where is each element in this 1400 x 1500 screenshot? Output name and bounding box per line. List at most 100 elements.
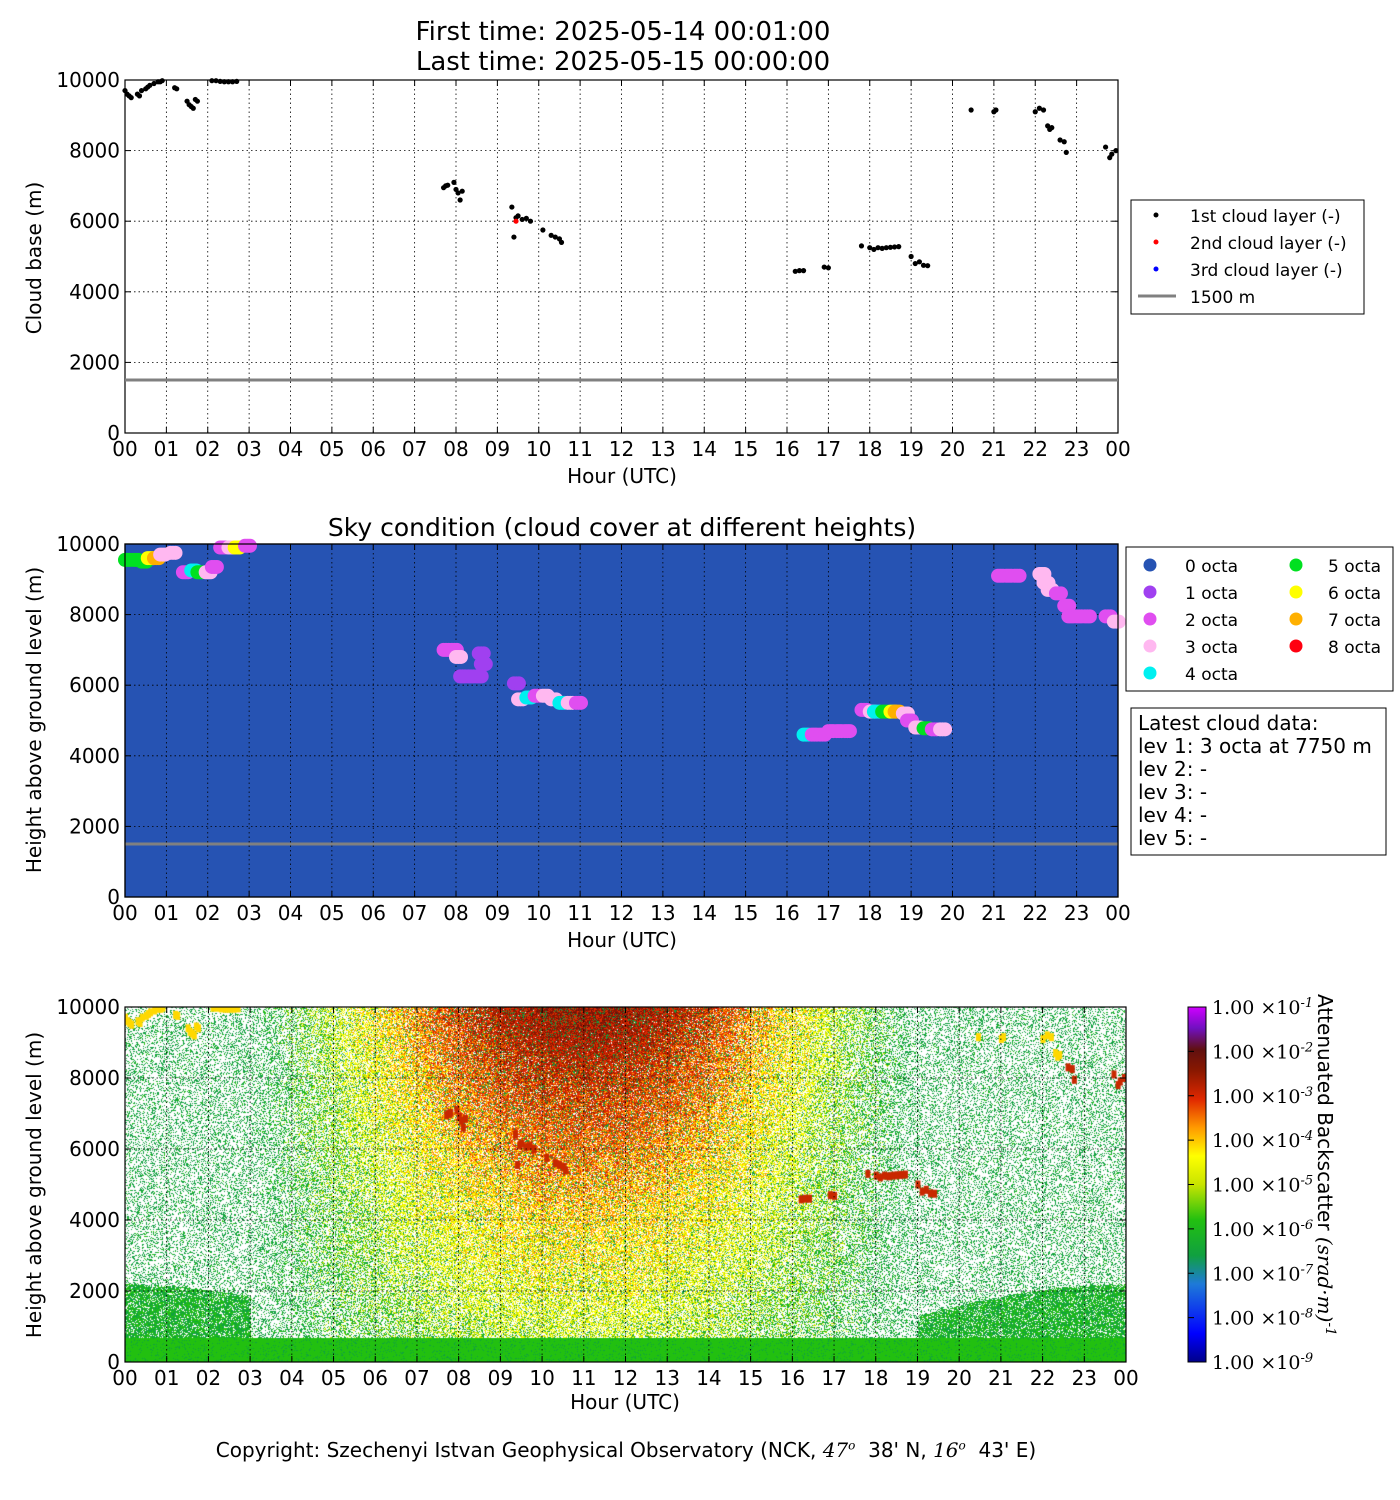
cloud-point-layer1 (540, 227, 546, 233)
sky-point-octa2 (1053, 586, 1068, 601)
last-time-label: Last time: 2025-05-15 00:00:00 (415, 47, 831, 77)
x-tick-label: 03 (236, 901, 261, 925)
cloud-legend: 1st cloud layer (-) 2nd cloud layer (-) … (1130, 199, 1365, 315)
cloud-point-layer1 (825, 265, 831, 271)
cloud-point-layer1 (511, 234, 517, 240)
cloud-point-layer1 (1113, 148, 1119, 154)
grid (124, 543, 1119, 898)
latest-cloud-box: Latest cloud data: lev 1: 3 octa at 7750… (1130, 707, 1387, 856)
x-tick-label: 18 (857, 437, 882, 461)
colorbar-tick-labels: 1.00 ×10-9 1.00 ×10-8 1.00 ×10-7 1.00 ×10-6… (1188, 996, 1314, 1375)
x-tick-label: 23 (1064, 901, 1089, 925)
cloud-point-layer1 (548, 232, 554, 238)
x-tick-label: 07 (404, 1366, 429, 1390)
cloud-point-layer1 (174, 86, 180, 92)
cloud-point-layer1 (221, 79, 227, 85)
sky-point-octa3 (1111, 614, 1126, 629)
y-tick-label: 10000 (56, 532, 120, 556)
sky-condition-chart: Sky condition (cloud cover at different … (22, 513, 1394, 952)
y-axis-label: Height above ground level (m) (22, 1032, 46, 1338)
x-tick-label: 00 (112, 901, 137, 925)
y-tick-label: 4000 (69, 744, 120, 768)
colorbar-tick-label: 1.00 ×10-3 (1212, 1084, 1313, 1108)
cloud-point-layer1 (457, 197, 463, 203)
colorbar-tick-label: 1.00 ×10-5 (1212, 1173, 1313, 1197)
x-tick-label: 21 (988, 1366, 1013, 1390)
x-tick-label: 22 (1030, 1366, 1055, 1390)
x-tick-label: 22 (1023, 437, 1048, 461)
cloud-point-layer1 (875, 245, 881, 251)
x-tick-label: 12 (609, 901, 634, 925)
cloud-point-layer1 (908, 253, 914, 260)
x-tick-label: 06 (361, 901, 386, 925)
colorbar-tick-label: 1.00 ×10-2 (1212, 1040, 1313, 1064)
x-tick-label: 14 (692, 437, 717, 461)
cloud-point-layer1 (209, 78, 215, 84)
cloud-point-layer1 (225, 79, 232, 85)
sky-point-octa2 (1082, 609, 1097, 624)
cloud-point-layer1 (159, 78, 165, 84)
x-tick-label: 16 (780, 1366, 805, 1390)
y-tick-labels: 0 2000 4000 6000 8000 10000 (56, 532, 120, 909)
x-tick-label: 09 (488, 1366, 513, 1390)
x-tick-label: 13 (654, 1366, 679, 1390)
x-tick-label: 23 (1064, 437, 1089, 461)
legend-label-layer2: 2nd cloud layer (-) (1190, 234, 1347, 254)
cloud-point-layer1 (1036, 105, 1042, 111)
x-tick-label: 03 (237, 1366, 262, 1390)
cloud-point-layer1 (1063, 149, 1069, 155)
cloud-point-layer1 (523, 215, 529, 221)
cloud-point-layer1 (128, 95, 134, 101)
x-tick-label: 19 (898, 437, 923, 461)
cloud-point-layer1 (1102, 144, 1109, 150)
octa-legend: 0 octa 1 octa 2 octa 3 octa 4 octa 5 octa 6 oc… (1125, 546, 1394, 692)
y-axis-label: Cloud base (m) (22, 182, 46, 335)
x-tick-label: 11 (571, 1366, 596, 1390)
sky-point-octa2 (209, 559, 224, 574)
grid (124, 79, 1119, 434)
copyright-footer: Copyright: Szechenyi Istvan Geophysical … (215, 1438, 1037, 1462)
sky-point-octa2 (1062, 598, 1077, 613)
data-points (122, 78, 1119, 274)
cloud-point-layer1 (1061, 139, 1067, 145)
octa-legend-marker (1289, 639, 1303, 653)
x-tick-label: 08 (443, 901, 468, 925)
y-tick-label: 4000 (69, 280, 120, 304)
data-points (118, 538, 1126, 742)
y-tick-label: 0 (107, 1350, 120, 1374)
sky-point-octa2 (242, 538, 257, 553)
octa-legend-label: 3 octa (1185, 638, 1238, 658)
x-tick-label: 21 (981, 437, 1006, 461)
cloud-point-layer1 (451, 179, 457, 185)
x-tick-label: 08 (446, 1366, 471, 1390)
x-tick-label: 00 (1113, 1366, 1138, 1390)
x-tick-label: 10 (526, 437, 551, 461)
x-tick-label: 00 (1105, 901, 1130, 925)
cloud-point-layer1 (217, 78, 223, 85)
x-tick-label: 17 (821, 1366, 846, 1390)
sky-point-octa2 (1012, 568, 1027, 583)
x-tick-label: 01 (154, 437, 179, 461)
x-tick-label: 18 (857, 901, 882, 925)
cloud-point-layer1 (515, 213, 521, 219)
x-tick-labels: 00 01 02 03 04 05 06 07 08 09 10 11 12 13 14 15 16 17 18 19… (112, 901, 1130, 925)
cloud-point-layer1 (858, 243, 865, 249)
cloud-point-layer1 (138, 87, 145, 94)
colorbar-tick-label: 1.00 ×10-9 (1212, 1351, 1313, 1375)
y-tick-label: 8000 (69, 139, 120, 163)
colorbar-label: Attenuated Backscatter (srad·m)-1 (1313, 994, 1338, 1336)
x-tick-label: 10 (529, 1366, 554, 1390)
x-tick-label: 17 (816, 901, 841, 925)
sky-point-octa3 (168, 545, 183, 560)
x-tick-label: 02 (196, 1366, 221, 1390)
latest-cloud-line: lev 1: 3 octa at 7750 m (1138, 734, 1372, 758)
x-tick-label: 06 (361, 437, 386, 461)
y-tick-label: 10000 (56, 68, 120, 92)
octa-legend-label: 0 octa (1185, 557, 1238, 577)
x-tick-label: 23 (1072, 1366, 1097, 1390)
x-tick-labels: 00 01 02 03 04 05 06 07 08 09 10 11 12 13 14 15 16 17 18 19… (112, 437, 1130, 461)
sky-point-octa1 (476, 646, 491, 661)
x-tick-label: 05 (321, 1366, 346, 1390)
cloud-point-layer1 (136, 93, 143, 99)
